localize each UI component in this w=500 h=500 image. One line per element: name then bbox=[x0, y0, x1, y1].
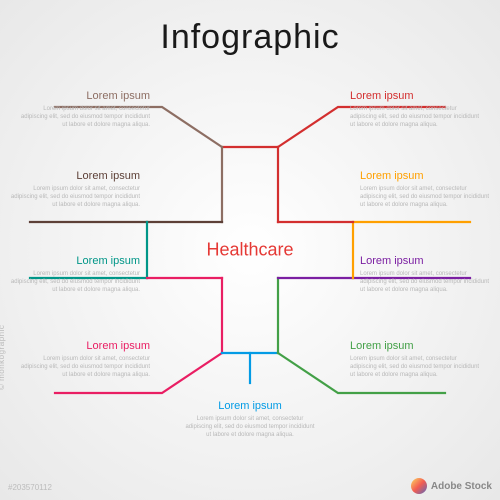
info-item-body: Lorem ipsum dolor sit amet, consectetur … bbox=[350, 355, 480, 379]
info-item-body: Lorem ipsum dolor sit amet, consectetur … bbox=[360, 270, 490, 294]
info-item-heading: Lorem ipsum bbox=[20, 90, 150, 102]
info-item-0: Lorem ipsum Lorem ipsum dolor sit amet, c… bbox=[350, 90, 480, 129]
info-item-heading: Lorem ipsum bbox=[10, 170, 140, 182]
info-item-4: Lorem ipsum Lorem ipsum dolor sit amet, c… bbox=[185, 400, 315, 439]
info-item-8: Lorem ipsum Lorem ipsum dolor sit amet, c… bbox=[20, 90, 150, 129]
info-item-2: Lorem ipsum Lorem ipsum dolor sit amet, c… bbox=[360, 255, 490, 294]
info-item-1: Lorem ipsum Lorem ipsum dolor sit amet, c… bbox=[360, 170, 490, 209]
info-item-7: Lorem ipsum Lorem ipsum dolor sit amet, c… bbox=[10, 170, 140, 209]
info-item-body: Lorem ipsum dolor sit amet, consectetur … bbox=[350, 105, 480, 129]
center-label: Healthcare bbox=[206, 240, 293, 261]
info-item-body: Lorem ipsum dolor sit amet, consectetur … bbox=[10, 270, 140, 294]
footer-brand-text: Adobe Stock bbox=[431, 481, 492, 492]
info-item-heading: Lorem ipsum bbox=[10, 255, 140, 267]
info-item-body: Lorem ipsum dolor sit amet, consectetur … bbox=[185, 415, 315, 439]
info-item-body: Lorem ipsum dolor sit amet, consectetur … bbox=[360, 185, 490, 209]
adobe-stock-icon bbox=[411, 478, 427, 494]
info-item-heading: Lorem ipsum bbox=[185, 400, 315, 412]
info-item-body: Lorem ipsum dolor sit amet, consectetur … bbox=[20, 105, 150, 129]
info-item-body: Lorem ipsum dolor sit amet, consectetur … bbox=[20, 355, 150, 379]
footer-brand: Adobe Stock bbox=[411, 478, 492, 494]
page-title: Infographic bbox=[0, 18, 500, 57]
info-item-heading: Lorem ipsum bbox=[20, 340, 150, 352]
info-item-3: Lorem ipsum Lorem ipsum dolor sit amet, c… bbox=[350, 340, 480, 379]
info-item-5: Lorem ipsum Lorem ipsum dolor sit amet, c… bbox=[20, 340, 150, 379]
info-item-body: Lorem ipsum dolor sit amet, consectetur … bbox=[10, 185, 140, 209]
stock-id: #203570112 bbox=[8, 483, 52, 492]
info-item-heading: Lorem ipsum bbox=[360, 170, 490, 182]
info-item-heading: Lorem ipsum bbox=[350, 340, 480, 352]
info-item-heading: Lorem ipsum bbox=[350, 90, 480, 102]
watermark-text: © monkographic bbox=[0, 325, 6, 390]
info-item-6: Lorem ipsum Lorem ipsum dolor sit amet, c… bbox=[10, 255, 140, 294]
info-item-heading: Lorem ipsum bbox=[360, 255, 490, 267]
